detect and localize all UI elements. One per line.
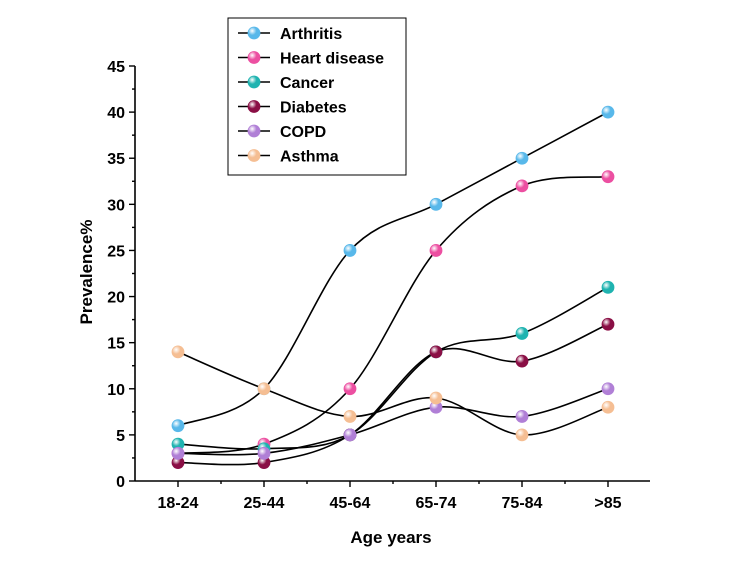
marker-heart-disease <box>601 170 615 184</box>
marker-cancer <box>515 327 529 340</box>
marker-diabetes <box>429 345 443 359</box>
legend-marker <box>247 100 261 113</box>
marker-cancer <box>601 280 615 294</box>
legend-label: Arthritis <box>280 26 342 43</box>
y-tick-label: 20 <box>107 290 125 307</box>
marker-diabetes <box>515 354 529 368</box>
marker-arthritis <box>515 151 529 165</box>
marker-heart-disease <box>343 382 357 396</box>
marker-copd <box>515 410 529 423</box>
legend-box <box>227 17 407 176</box>
legend-marker <box>247 124 261 138</box>
x-tick-label: >85 <box>594 495 621 512</box>
series-line-cancer <box>177 286 609 450</box>
y-tick-label: 45 <box>107 59 125 76</box>
marker-heart-disease <box>429 244 443 257</box>
legend-label: Cancer <box>280 75 334 92</box>
legend-label: Asthma <box>280 149 339 166</box>
y-tick-label: 40 <box>107 105 125 122</box>
legend-marker <box>247 149 261 162</box>
x-axis-title: Age years <box>350 528 431 547</box>
y-tick-label: 15 <box>107 336 125 353</box>
y-axis-title: Prevalence% <box>77 220 96 325</box>
legend-label: Heart disease <box>280 51 384 68</box>
y-tick-label: 5 <box>116 428 125 445</box>
legend: Arthritis Heart disease Cancer Diabetes COPD… <box>227 17 407 176</box>
marker-asthma <box>343 410 357 423</box>
marker-copd <box>257 446 271 460</box>
x-tick-label: 45-64 <box>330 495 371 512</box>
marker-diabetes <box>601 317 615 331</box>
y-tick-label: 25 <box>107 243 125 260</box>
marker-arthritis <box>171 419 185 433</box>
x-tick-label: 25-44 <box>244 495 285 512</box>
marker-asthma <box>257 382 271 396</box>
series-line-copd <box>177 388 609 456</box>
legend-label: Diabetes <box>280 100 347 117</box>
marker-asthma <box>601 400 615 414</box>
legend-label: COPD <box>280 124 326 141</box>
legend-marker <box>247 75 261 89</box>
y-tick-label: 35 <box>107 151 125 168</box>
x-tick-label: 65-74 <box>416 495 457 512</box>
legend-marker <box>247 26 261 40</box>
legend-marker <box>247 51 261 64</box>
marker-heart-disease <box>515 179 529 193</box>
marker-arthritis <box>429 197 443 211</box>
x-tick-label: 18-24 <box>158 495 199 512</box>
marker-asthma <box>429 391 443 405</box>
marker-copd <box>601 382 615 396</box>
x-tick-label: 75-84 <box>502 495 543 512</box>
marker-asthma <box>171 345 185 359</box>
series-line-asthma <box>177 351 609 436</box>
plot-area <box>171 105 615 469</box>
marker-asthma <box>515 428 529 442</box>
y-tick-label: 0 <box>116 474 125 491</box>
marker-copd <box>171 446 185 460</box>
marker-copd <box>343 428 357 442</box>
y-tick-label: 30 <box>107 197 125 214</box>
marker-arthritis <box>601 105 615 119</box>
marker-arthritis <box>343 244 357 257</box>
axes: 0 5 10 15 20 25 30 35 40 45 18-24 25-44 45-64 65-74 75… <box>107 59 650 512</box>
y-tick-label: 10 <box>107 382 125 399</box>
